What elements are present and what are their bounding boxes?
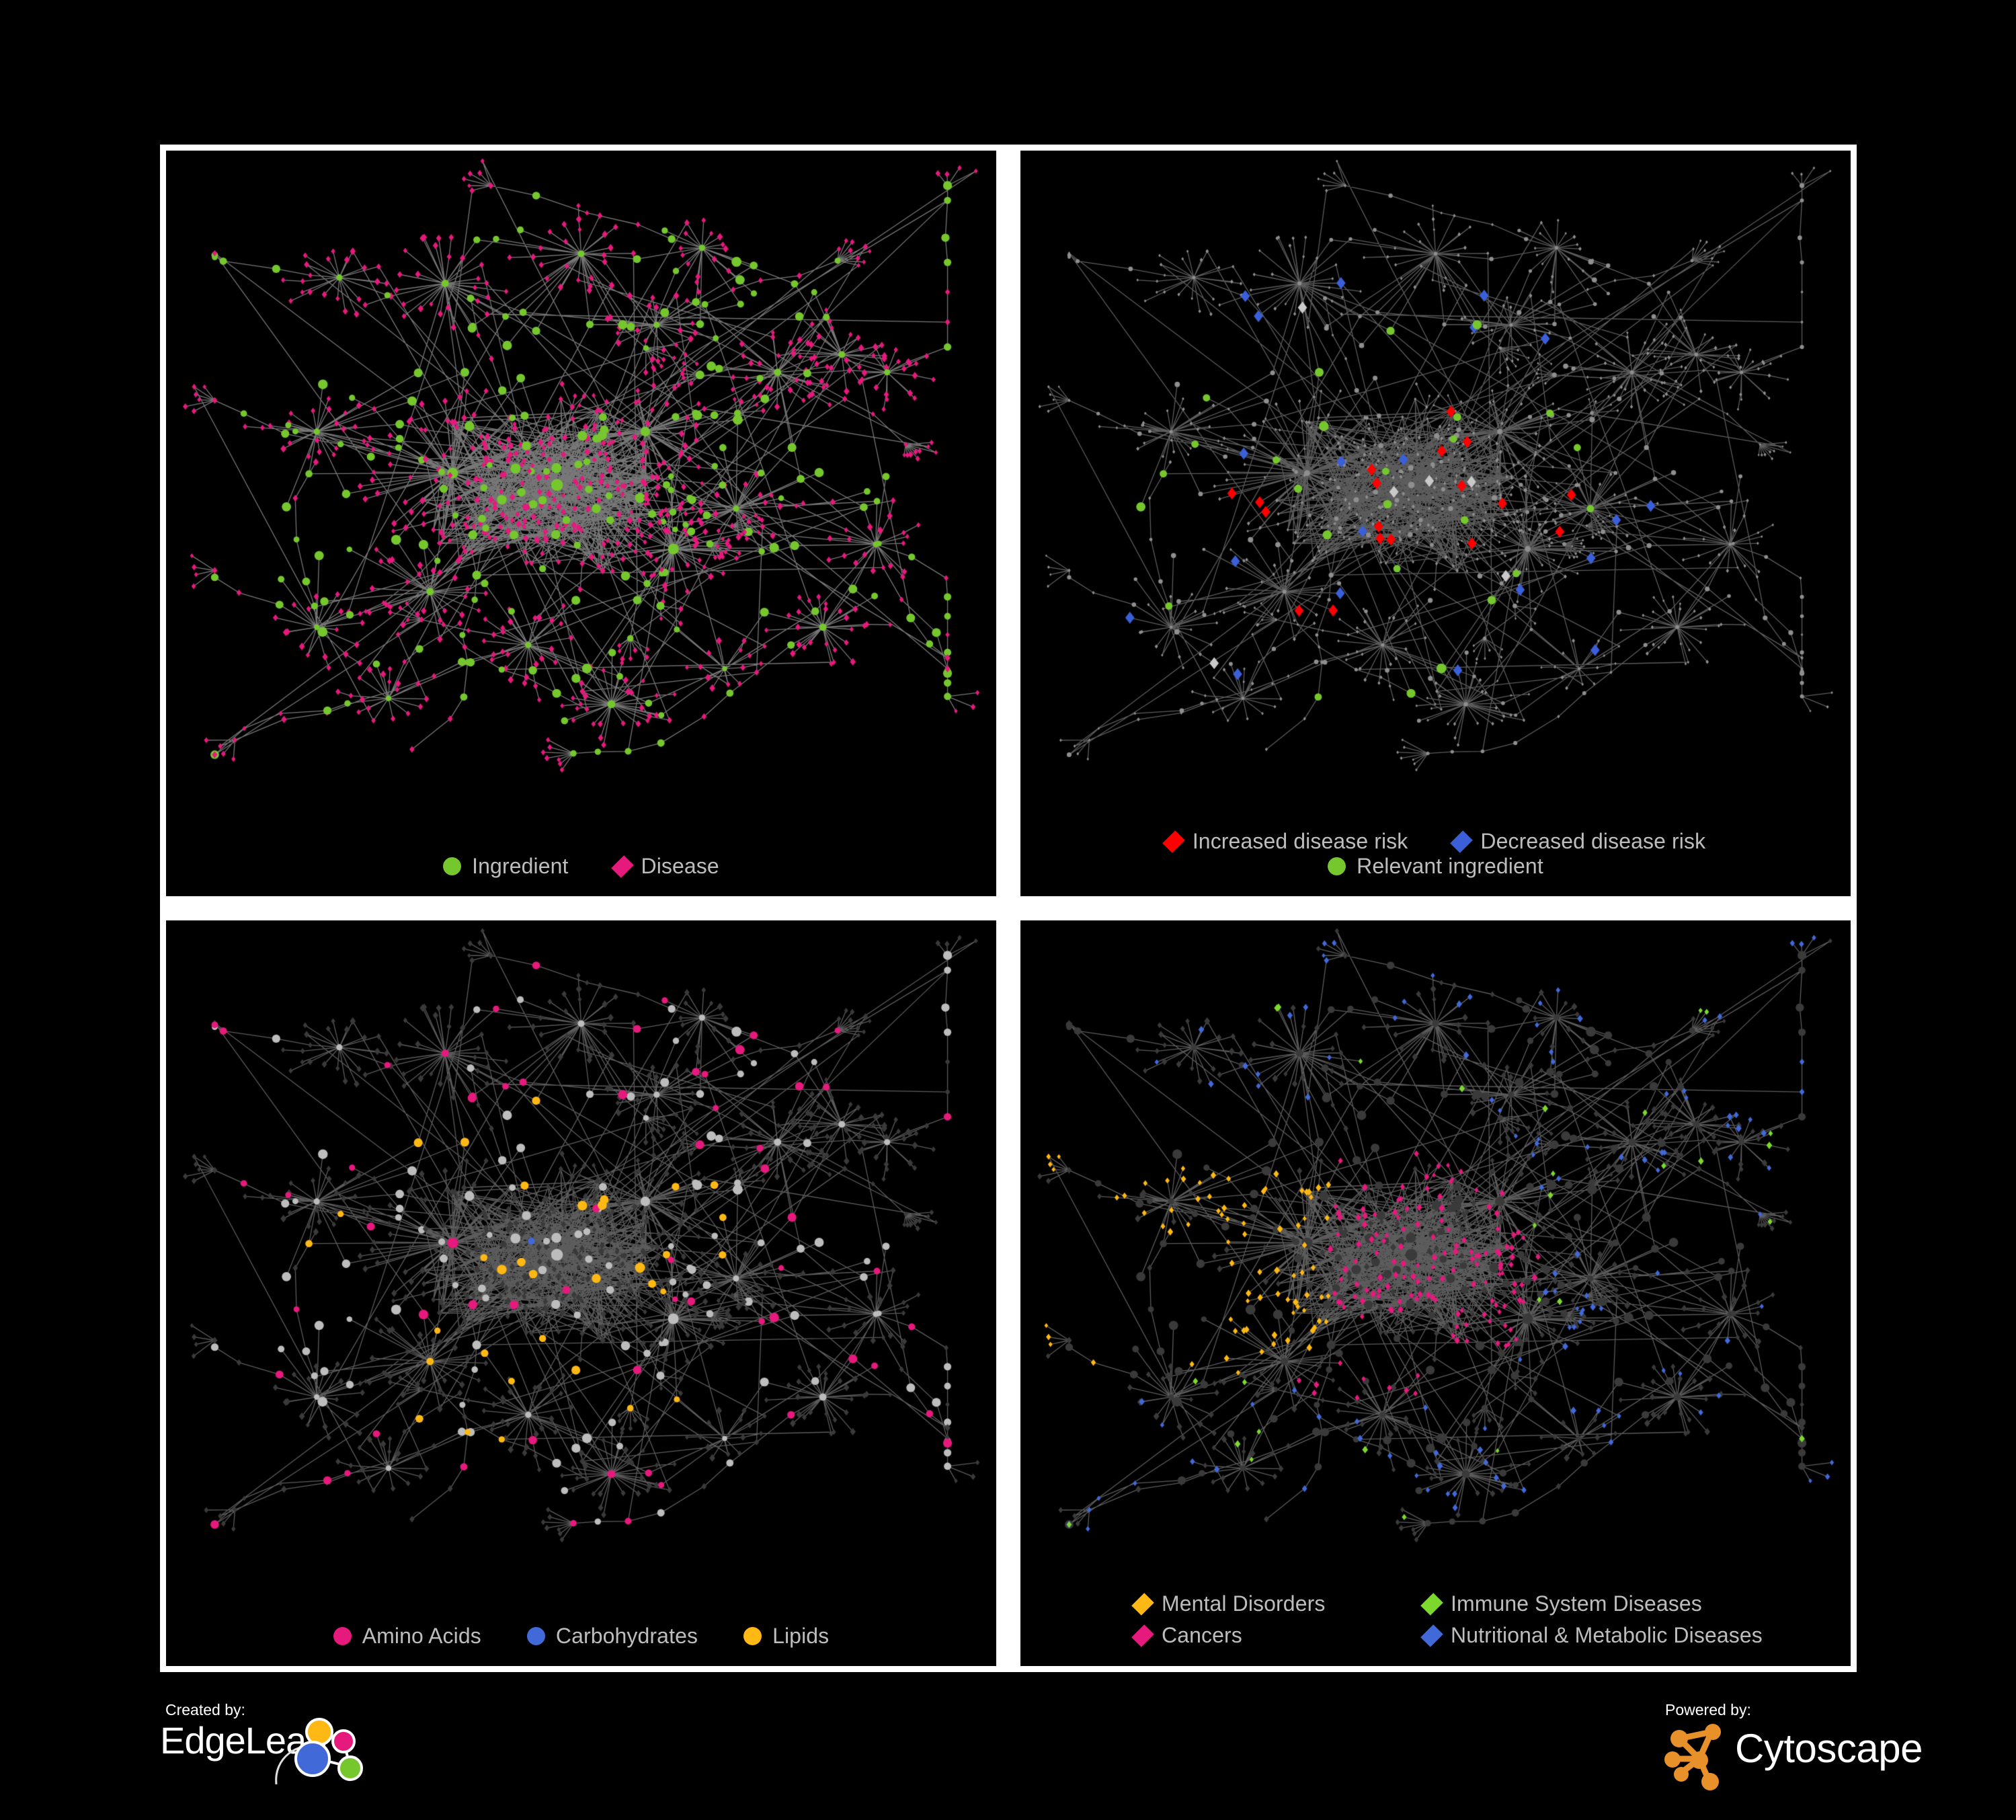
diamond-swatch-icon xyxy=(1162,830,1185,853)
legend-disease-risk: Increased disease risk Decreased disease… xyxy=(1020,829,1851,879)
created-by-label: Created by: xyxy=(165,1701,245,1718)
legend-item-immune-system-diseases[interactable]: Immune System Diseases xyxy=(1420,1591,1773,1616)
legend-label: Disease xyxy=(641,854,719,878)
circle-swatch-icon xyxy=(526,1627,545,1645)
legend-item-lipids[interactable]: Lipids xyxy=(743,1624,829,1649)
legend-item-relevant-ingredient[interactable]: Relevant ingredient xyxy=(1328,854,1543,879)
legend-label: Immune System Diseases xyxy=(1451,1591,1702,1616)
network-canvas-disease-risk[interactable] xyxy=(1020,151,1851,896)
circle-swatch-icon xyxy=(743,1627,762,1645)
network-canvas-disease-classes[interactable] xyxy=(1020,920,1851,1666)
legend-ingredient-classes: Amino Acids Carbohydrates Lipids xyxy=(166,1624,996,1649)
legend-label: Amino Acids xyxy=(362,1624,481,1648)
network-canvas-ingredient-disease[interactable] xyxy=(166,151,996,896)
legend-item-cancers[interactable]: Cancers xyxy=(1131,1623,1424,1648)
edgeleap-node-graphic-icon xyxy=(275,1718,363,1785)
legend-item-mental-disorders[interactable]: Mental Disorders xyxy=(1131,1591,1424,1616)
legend-label: Increased disease risk xyxy=(1192,829,1408,853)
diamond-swatch-icon xyxy=(1131,1624,1154,1647)
panel-disease-classes[interactable]: Mental Disorders Immune System Diseases … xyxy=(1014,914,1857,1672)
legend-label: Nutritional & Metabolic Diseases xyxy=(1451,1623,1763,1647)
legend-item-increased-risk[interactable]: Increased disease risk xyxy=(1162,829,1408,854)
legend-disease-classes: Mental Disorders Immune System Diseases … xyxy=(1020,1588,1851,1651)
legend-item-ingredient[interactable]: Ingredient xyxy=(443,854,568,879)
network-canvas-ingredient-classes[interactable] xyxy=(166,920,996,1666)
legend-label: Relevant ingredient xyxy=(1357,854,1543,878)
legend-label: Carbohydrates xyxy=(555,1624,698,1648)
cytoscape-wordmark: Cytoscape xyxy=(1735,1726,1923,1771)
edgeleap-logo[interactable]: Created by: EdgeLeap xyxy=(160,1700,375,1794)
legend-ingredient-disease: Ingredient Disease xyxy=(166,854,996,879)
circle-swatch-icon xyxy=(443,857,462,875)
legend-item-carbohydrates[interactable]: Carbohydrates xyxy=(526,1624,698,1649)
legend-label: Mental Disorders xyxy=(1162,1591,1326,1616)
diamond-swatch-icon xyxy=(610,855,634,878)
panel-grid: Ingredient Disease Increased disease ris… xyxy=(160,145,1857,1672)
diamond-swatch-icon xyxy=(1131,1592,1154,1616)
diamond-swatch-icon xyxy=(1420,1592,1443,1616)
legend-item-disease[interactable]: Disease xyxy=(610,854,719,879)
figure-footer: Created by: EdgeLeap Powered by: Cytosca… xyxy=(0,1681,2016,1820)
legend-item-amino-acids[interactable]: Amino Acids xyxy=(333,1624,481,1649)
cytoscape-node-graphic-icon xyxy=(1664,1724,1721,1790)
legend-label: Cancers xyxy=(1162,1623,1242,1647)
panel-disease-risk[interactable]: Increased disease risk Decreased disease… xyxy=(1014,145,1857,902)
circle-swatch-icon xyxy=(1328,857,1346,875)
legend-label: Ingredient xyxy=(472,854,569,878)
panel-ingredient-classes[interactable]: Amino Acids Carbohydrates Lipids xyxy=(160,914,1002,1672)
diamond-swatch-icon xyxy=(1450,830,1474,853)
legend-item-nutritional-metabolic-diseases[interactable]: Nutritional & Metabolic Diseases xyxy=(1420,1623,1773,1648)
circle-swatch-icon xyxy=(333,1627,352,1645)
cytoscape-logo[interactable]: Powered by: Cytoscape xyxy=(1660,1700,1923,1794)
legend-label: Lipids xyxy=(772,1624,830,1648)
legend-label: Decreased disease risk xyxy=(1480,829,1706,853)
panel-ingredient-disease[interactable]: Ingredient Disease xyxy=(160,145,1002,902)
diamond-swatch-icon xyxy=(1420,1624,1443,1647)
legend-item-decreased-risk[interactable]: Decreased disease risk xyxy=(1450,829,1706,854)
powered-by-label: Powered by: xyxy=(1665,1701,1751,1718)
